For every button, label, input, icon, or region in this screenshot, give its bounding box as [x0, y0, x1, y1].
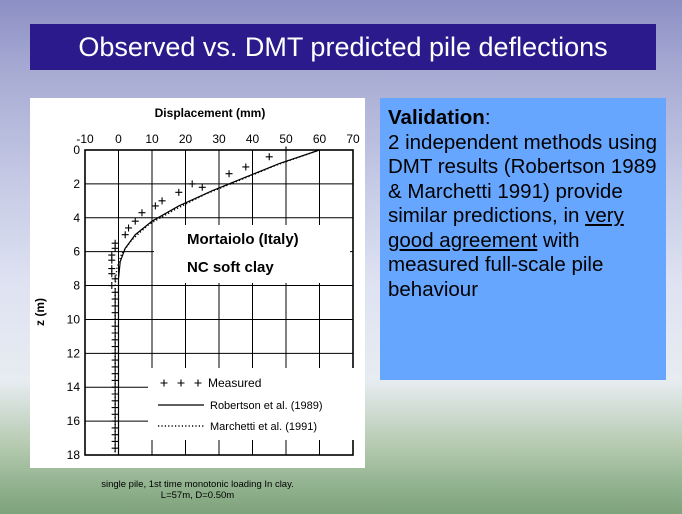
measured-point [111, 244, 119, 252]
x-tick-label: 70 [346, 132, 360, 146]
y-tick-label: 2 [73, 177, 80, 191]
x-tick-label: 40 [246, 132, 260, 146]
measured-point [108, 256, 116, 264]
validation-text-part2: with measured full-scale pile behaviour [388, 228, 604, 301]
deflection-figure: Displacement (mm) z (m) -10 0 10 20 30 40 50 60… [30, 98, 365, 468]
y-tick-label: 4 [73, 211, 80, 225]
validation-heading-suffix: : [484, 106, 491, 129]
validation-text-emphasis: very good agreement [388, 204, 624, 252]
x-tick-label: 10 [145, 132, 159, 146]
x-axis-label: Displacement (mm) [155, 106, 266, 120]
measured-point [175, 188, 183, 196]
y-tick-label: 10 [67, 312, 81, 326]
measured-point [198, 183, 206, 191]
x-tick-label: 30 [212, 132, 226, 146]
x-tick-label: 60 [313, 132, 327, 146]
caption-line-2: L=57m, D=0.50m [160, 490, 235, 501]
measured-point [121, 231, 129, 239]
legend-plus-marker [160, 379, 168, 387]
measured-point [188, 180, 196, 188]
measured-point [242, 163, 250, 171]
x-tick-label: -10 [76, 132, 94, 146]
validation-textbox: Validation: 2 independent methods using … [380, 98, 666, 380]
measured-point [265, 153, 273, 161]
y-tick-label: 12 [67, 346, 81, 360]
caption-line-1: single pile, 1st time monotonic loading … [101, 479, 294, 490]
measured-point [158, 197, 166, 205]
x-tick-label: 20 [179, 132, 193, 146]
x-tick-label: 0 [115, 132, 122, 146]
measured-point [131, 217, 139, 225]
y-tick-label: 8 [73, 279, 80, 293]
legend-plus-marker [177, 379, 185, 387]
y-axis-label: z (m) [33, 298, 47, 326]
slide-title: Observed vs. DMT predicted pile deflecti… [78, 31, 608, 62]
legend-plus-marker [194, 379, 202, 387]
measured-point [151, 202, 159, 210]
y-tick-label: 6 [73, 245, 80, 259]
measured-point [108, 270, 116, 278]
measured-point [282, 146, 290, 154]
slide-title-bar: Observed vs. DMT predicted pile deflecti… [30, 24, 656, 70]
legend-label: Measured [208, 376, 261, 390]
measured-point [108, 282, 116, 290]
measured-point [138, 209, 146, 217]
measured-point [125, 224, 133, 232]
marchetti-curve [114, 149, 320, 455]
validation-heading: Validation [388, 106, 485, 129]
site-label: Mortaiolo (Italy) [187, 231, 299, 248]
y-tick-label: 16 [67, 414, 81, 428]
y-tick-label: 14 [67, 380, 81, 394]
x-tick-label: 50 [279, 132, 293, 146]
y-tick-label: 18 [67, 448, 81, 462]
soil-label: NC soft clay [187, 259, 274, 276]
y-tick-label: 0 [73, 143, 80, 157]
deflection-chart: Displacement (mm) z (m) -10 0 10 20 30 40 50 60… [33, 106, 360, 462]
validation-text-part1: 2 independent methods using DMT results … [388, 130, 657, 228]
legend-label: Marchetti et al. (1991) [210, 421, 317, 433]
measured-point [225, 170, 233, 178]
legend-label: Robertson et al. (1989) [210, 400, 323, 412]
figure-caption: single pile, 1st time monotonic loading … [30, 479, 365, 501]
